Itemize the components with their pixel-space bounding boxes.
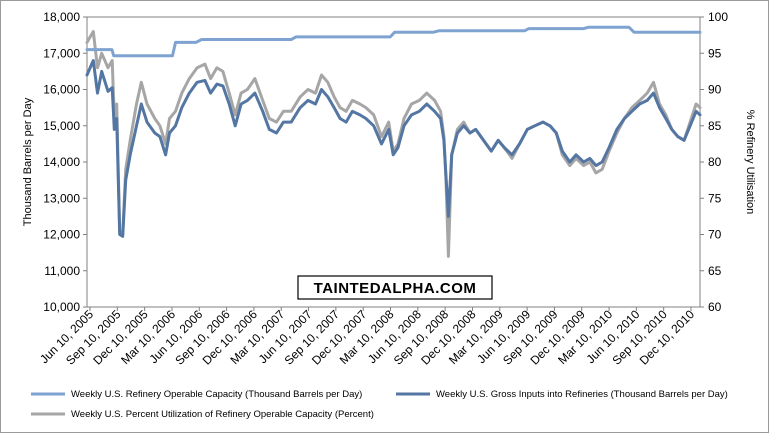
y-left-tick-label: 14,000 — [43, 155, 80, 169]
y-right-tick-label: 100 — [708, 10, 728, 24]
series-layer — [85, 25, 702, 258]
y-left-tick-label: 13,000 — [43, 191, 80, 205]
y-left-tick-label: 16,000 — [43, 83, 80, 97]
y-left-tick-label: 12,000 — [43, 228, 80, 242]
y-left-tick-label: 18,000 — [43, 10, 80, 24]
y-right-tick-label: 60 — [708, 300, 722, 314]
y-axis-left: 10,000 11,000 12,000 13,000 14,000 15,000 16,0… — [43, 10, 87, 314]
y-right-tick-label: 75 — [708, 191, 722, 205]
y-left-tick-label: 11,000 — [44, 264, 80, 278]
y-left-tick-label: 15,000 — [43, 119, 80, 133]
y-axis-right: 60 65 70 75 80 85 90 95 100 — [700, 10, 728, 314]
watermark-text: TAINTEDALPHA.COM — [314, 280, 477, 297]
plot-area — [86, 16, 701, 308]
y-right-tick-label: 85 — [708, 119, 722, 133]
y-axis-right-title: % Refinery Utilisation — [744, 110, 756, 215]
y-right-tick-label: 70 — [708, 228, 722, 242]
series-line-1 — [85, 59, 702, 238]
y-right-tick-label: 80 — [708, 155, 722, 169]
y-right-tick-label: 95 — [708, 46, 722, 60]
y-left-tick-label: 17,000 — [43, 46, 80, 60]
series-line-0 — [85, 25, 702, 58]
legend-label-2: Weekly U.S. Percent Utilization of Refin… — [71, 409, 374, 420]
legend-label-0: Weekly U.S. Refinery Operable Capacity (… — [71, 389, 362, 400]
watermark-box — [297, 275, 493, 300]
legend-label-1: Weekly U.S. Gross Inputs into Refineries… — [436, 389, 728, 400]
series-line-2 — [85, 30, 702, 258]
y-left-tick-label: 10,000 — [43, 300, 80, 314]
watermark: TAINTEDALPHA.COM — [297, 275, 493, 300]
legend: Weekly U.S. Refinery Operable Capacity (… — [31, 389, 728, 420]
y-axis-left-title: Thousand Barrels per Day — [22, 97, 34, 226]
y-right-tick-label: 90 — [708, 83, 722, 97]
y-right-tick-label: 65 — [708, 264, 722, 278]
